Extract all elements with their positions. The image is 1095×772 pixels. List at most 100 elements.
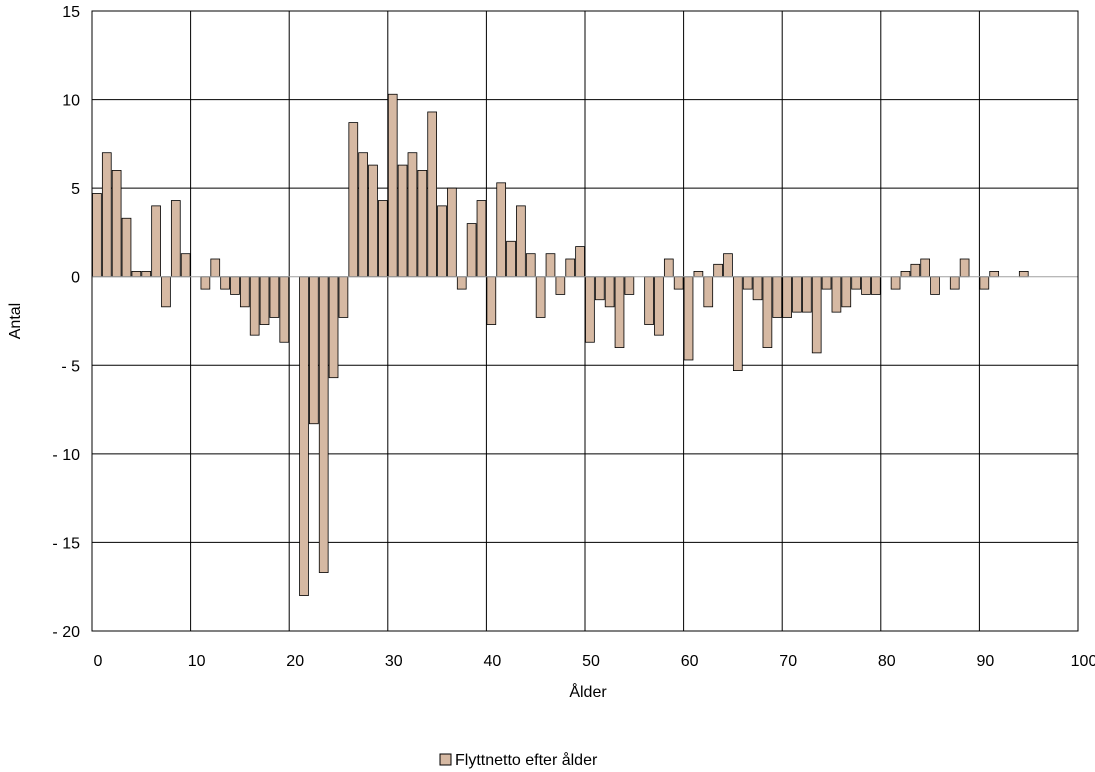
bar [673,276,684,290]
x-tick-label: 70 [779,653,797,670]
bar [525,253,536,278]
bar [693,270,704,278]
bar [604,276,615,308]
x-tick-label: 0 [94,653,103,670]
bar [654,276,664,336]
bar [358,152,368,278]
bar [387,93,398,278]
bar [545,253,556,278]
bar [92,193,102,278]
bar [920,258,930,278]
bar [871,276,881,295]
bar [437,205,447,278]
bar [772,276,783,318]
bar [506,240,516,278]
bars [92,93,1029,596]
bar [328,276,339,379]
bar [555,276,566,295]
bar [180,253,191,278]
bar [732,276,743,371]
bar [890,276,901,290]
bar [456,276,467,290]
legend: Flyttnetto efter ålder [439,751,598,769]
bar [368,164,378,278]
bar [170,200,181,278]
bar [831,276,842,313]
y-tick-label: - 5 [61,358,80,375]
bar [220,276,230,290]
y-tick-labels: 15 10 5 0 - 5 - 10 - 15 - 20 [52,4,80,641]
bar [663,258,674,278]
bar [861,276,871,295]
y-axis-title: Antal [7,303,24,339]
bar [427,111,438,278]
bar [762,276,773,348]
y-tick-label: 10 [62,93,80,110]
bar [447,187,457,278]
bar [979,276,990,290]
bar [417,170,428,278]
bar [407,152,418,278]
bar [239,276,250,308]
bar [318,276,329,573]
bar [900,270,911,278]
bar [230,276,240,295]
bar [782,276,792,318]
x-tick-label: 20 [286,653,304,670]
bar [910,263,921,278]
bar [516,205,526,278]
bar [269,276,280,318]
x-tick-label: 80 [878,653,896,670]
bar [989,270,1000,278]
bar [851,276,861,290]
bar [644,276,654,325]
bar [161,276,171,308]
plot-area [91,10,1079,632]
bar [476,200,487,278]
bar [200,276,211,290]
x-tick-labels: 0 10 20 30 40 50 60 70 80 90 100 [94,653,1095,670]
bar [713,263,723,278]
bar [624,276,635,295]
bar [949,276,960,290]
bar [821,276,832,290]
bar [792,276,802,313]
y-tick-label: - 15 [52,535,80,552]
bar [841,276,852,308]
x-axis-title: Ålder [569,682,607,701]
bar [614,276,625,348]
bar [535,276,546,318]
x-tick-label: 30 [385,653,403,670]
bar [279,276,290,343]
bar [565,258,576,278]
bar [111,170,122,278]
bar [486,276,497,325]
bar [121,217,132,278]
bar [101,152,112,278]
bar [683,276,694,361]
x-tick-label: 10 [188,653,206,670]
x-tick-label: 60 [681,653,699,670]
bar [299,276,309,596]
x-tick-label: 90 [977,653,995,670]
bar [378,200,388,278]
bar [585,276,595,343]
bar [703,276,714,308]
plot-border [91,10,1079,632]
x-tick-label: 100 [1071,653,1095,670]
bar [802,276,812,313]
y-tick-label: 0 [71,270,80,287]
bar [348,122,359,278]
x-tick-label: 40 [484,653,502,670]
bar [259,276,270,325]
bar [811,276,822,354]
legend-swatch [439,753,452,766]
y-tick-label: 5 [71,181,80,198]
y-tick-label: 15 [62,4,80,21]
bar [309,276,319,425]
x-tick-label: 50 [582,653,600,670]
bar [141,270,152,278]
bar [594,276,605,301]
bar [131,270,142,278]
